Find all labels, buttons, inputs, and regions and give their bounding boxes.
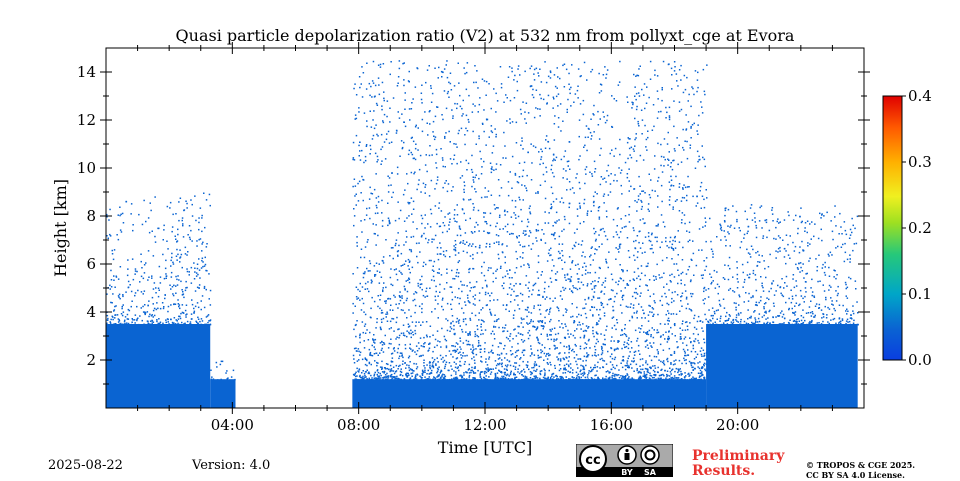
preliminary-results-note: Preliminary Results. [692,449,784,479]
by-label: BY [621,468,633,477]
version-label: Version: 4.0 [192,458,270,473]
y-tick-label: 2 [86,351,96,369]
x-axis-label: Time [UTC] [438,438,532,457]
signal-region-core-2 [352,379,706,408]
colorbar [883,96,902,360]
signal-region-scatter-1 [210,361,236,381]
y-tick-label: 4 [86,303,96,321]
preliminary-line-2: Results. [692,464,784,479]
x-tick-label: 20:00 [716,416,759,434]
heatmap-area [106,60,859,408]
signal-region-core-1 [210,379,235,408]
signal-region-scatter-0 [106,193,211,326]
sa-label: SA [644,468,657,477]
y-tick-label: 14 [77,63,96,81]
signal-region-scatter-2 [352,60,707,381]
signal-region-core-0 [106,324,210,408]
cc-by-sa-license-badge[interactable]: cc BY SA [576,444,673,477]
y-tick-label: 10 [77,159,96,177]
x-tick-label: 12:00 [463,416,506,434]
copyright-line-2: CC BY SA 4.0 License. [806,470,915,480]
y-axis-label: Height [km] [51,179,70,277]
chart-figure: Quasi particle depolarization ratio (V2)… [0,0,960,480]
signal-region-core-3 [706,324,858,408]
x-tick-label: 04:00 [211,416,254,434]
copyright-line-1: © TROPOS & CGE 2025. [806,460,915,470]
signal-region-scatter-3 [707,204,859,325]
date-label: 2025-08-22 [48,458,123,473]
y-tick-label: 12 [77,111,96,129]
colorbar-tick-label: 0.4 [908,87,932,105]
colorbar-tick-label: 0.1 [908,285,932,303]
y-tick-label: 6 [86,255,96,273]
by-icon [618,446,636,464]
sa-icon [641,446,659,464]
colorbar-tick-label: 0.3 [908,153,932,171]
y-tick-label: 8 [86,207,96,225]
colorbar-tick-label: 0.0 [908,351,932,369]
x-tick-label: 08:00 [337,416,380,434]
copyright-note: © TROPOS & CGE 2025. CC BY SA 4.0 Licens… [806,460,915,480]
colorbar-tick-label: 0.2 [908,219,932,237]
preliminary-line-1: Preliminary [692,449,784,464]
x-tick-label: 16:00 [590,416,633,434]
